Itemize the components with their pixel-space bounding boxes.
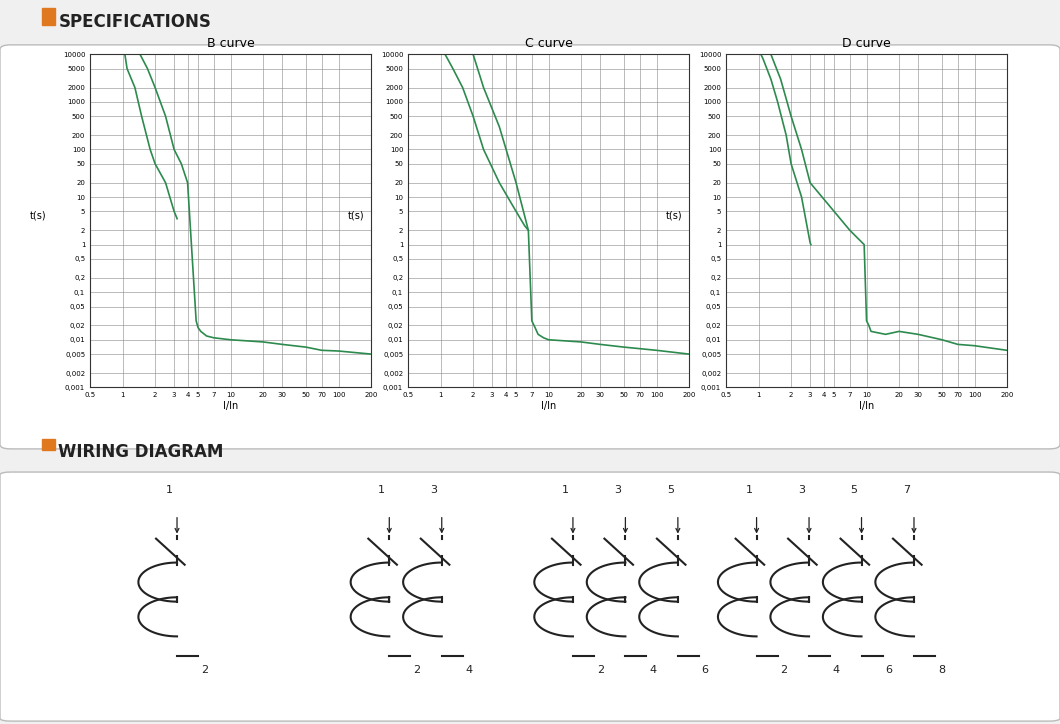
- Text: 4: 4: [465, 665, 473, 675]
- Text: 1: 1: [378, 485, 385, 495]
- Text: 2: 2: [597, 665, 604, 675]
- Title: C curve: C curve: [525, 38, 572, 51]
- Text: 1: 1: [562, 485, 569, 495]
- Text: 2: 2: [413, 665, 420, 675]
- X-axis label: I/In: I/In: [859, 401, 874, 411]
- X-axis label: I/In: I/In: [223, 401, 238, 411]
- Y-axis label: t(s): t(s): [348, 211, 364, 221]
- Text: 2: 2: [201, 665, 208, 675]
- Text: 2: 2: [780, 665, 788, 675]
- Title: D curve: D curve: [843, 38, 890, 51]
- FancyBboxPatch shape: [0, 45, 1060, 449]
- Y-axis label: t(s): t(s): [666, 211, 682, 221]
- Text: WIRING DIAGRAM: WIRING DIAGRAM: [58, 443, 224, 461]
- Text: 3: 3: [614, 485, 621, 495]
- Text: SPECIFICATIONS: SPECIFICATIONS: [58, 14, 211, 31]
- X-axis label: I/In: I/In: [541, 401, 556, 411]
- Y-axis label: t(s): t(s): [30, 211, 46, 221]
- Text: 4: 4: [833, 665, 840, 675]
- Bar: [42, 8, 55, 25]
- Text: 1: 1: [745, 485, 753, 495]
- Text: 3: 3: [798, 485, 805, 495]
- Text: 6: 6: [702, 665, 709, 675]
- FancyBboxPatch shape: [0, 472, 1060, 721]
- Text: 4: 4: [650, 665, 656, 675]
- Text: 5: 5: [850, 485, 858, 495]
- Text: 8: 8: [938, 665, 944, 675]
- Text: 3: 3: [430, 485, 438, 495]
- Text: 7: 7: [903, 485, 909, 495]
- Bar: [42, 439, 55, 450]
- Text: 6: 6: [885, 665, 893, 675]
- Text: 5: 5: [667, 485, 674, 495]
- Title: B curve: B curve: [207, 38, 254, 51]
- Text: 1: 1: [165, 485, 173, 495]
